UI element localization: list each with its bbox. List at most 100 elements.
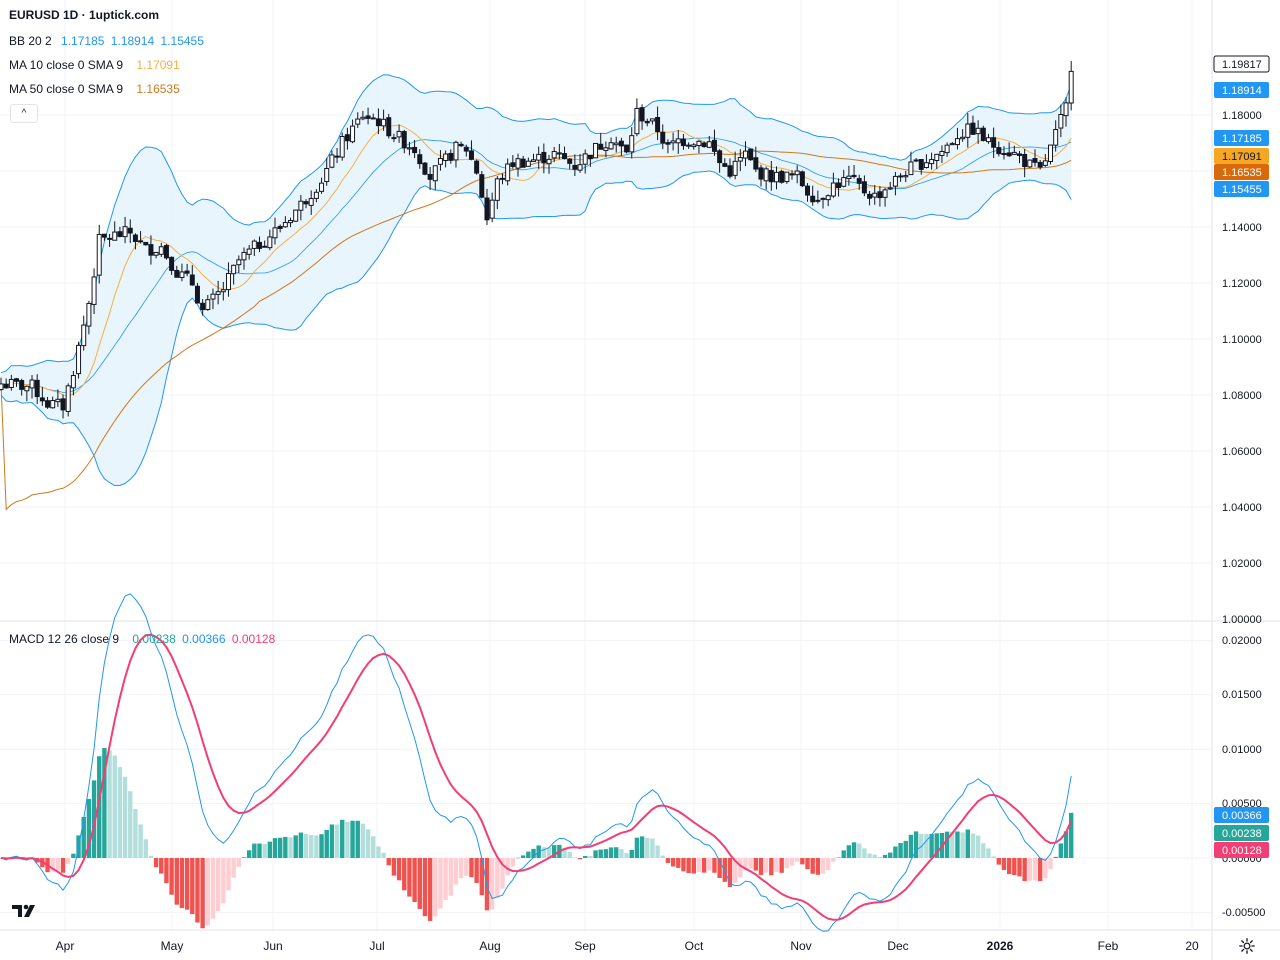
- time-axis-label: Sep: [574, 939, 596, 953]
- macd-hist-bar: [583, 856, 588, 858]
- candle-body: [101, 233, 107, 238]
- candle-body: [722, 163, 728, 167]
- macd-hist-bar: [510, 858, 516, 867]
- macd-hist-bar: [794, 858, 800, 862]
- candle-body: [143, 241, 149, 246]
- macd-hist-bar: [691, 858, 696, 874]
- candle-body: [1006, 152, 1012, 157]
- macd-hist-bar: [944, 831, 950, 858]
- candle-body: [122, 226, 128, 238]
- macd-hist-bar: [1027, 858, 1033, 881]
- price-tick-label: 1.02000: [1222, 558, 1262, 570]
- ma10-legend[interactable]: MA 10 close 0 SMA 9 1.17091: [9, 58, 180, 72]
- macd-hist-bar: [748, 858, 753, 869]
- macd-tag: [1214, 807, 1269, 823]
- ma10-legend-name: MA 10 close 0 SMA 9: [9, 58, 124, 72]
- candle-body: [339, 135, 345, 158]
- candle-body: [81, 324, 87, 347]
- macd-hist-bar: [329, 824, 335, 858]
- ma50-legend-name: MA 50 close 0 SMA 9: [9, 82, 124, 96]
- price-tick-label: 1.04000: [1222, 502, 1262, 514]
- macd-hist-bar: [779, 858, 784, 873]
- price-tick-label: 1.00000: [1222, 614, 1262, 626]
- macd-hist-bar: [753, 858, 759, 871]
- candle-body: [225, 272, 231, 291]
- candle-body: [820, 197, 826, 200]
- macd-hist-bar: [200, 858, 205, 929]
- candle-body: [468, 150, 474, 160]
- candle-body: [742, 150, 748, 159]
- candle-body: [861, 181, 867, 194]
- tradingview-logo-icon[interactable]: [10, 901, 40, 921]
- macd-hist-bar: [991, 856, 996, 858]
- macd-hist-bar: [277, 837, 283, 858]
- candle-body: [1037, 161, 1043, 168]
- candle-body: [505, 163, 511, 182]
- ma50-value: 1.16535: [136, 82, 180, 96]
- macd-hist-bar: [867, 853, 872, 858]
- macd-hist-bar: [257, 843, 262, 858]
- candle-body: [768, 169, 774, 183]
- macd-legend[interactable]: MACD 12 26 close 9 0.00238 0.00366 0.001…: [9, 632, 275, 646]
- macd-hist-bar: [608, 847, 614, 858]
- macd-hist-bar: [324, 829, 329, 858]
- macd-hist-bar: [603, 849, 609, 858]
- macd-hist-bar: [701, 858, 707, 873]
- macd-hist-bar: [221, 858, 226, 904]
- candles: [0, 60, 1074, 419]
- macd-hist-bar: [872, 854, 877, 858]
- candle-body: [624, 144, 630, 153]
- candle-body: [29, 379, 35, 389]
- macd-tag-label: 0.00366: [1222, 810, 1262, 822]
- price-tag-label: 1.17091: [1222, 151, 1262, 163]
- candle-body: [257, 241, 262, 249]
- candle-body: [215, 291, 221, 295]
- candle-body: [277, 225, 283, 229]
- candle-body: [934, 153, 940, 161]
- macd-signal-line: [0, 633, 1073, 921]
- macd-hist-bar: [184, 858, 190, 910]
- candle-body: [882, 189, 888, 198]
- candle-body: [954, 138, 960, 146]
- candle-body: [412, 146, 418, 154]
- macd-hist-bar: [562, 847, 567, 858]
- candle-body: [344, 134, 350, 142]
- macd-hist-bar: [169, 858, 174, 895]
- settings-gear-icon[interactable]: [1238, 937, 1256, 955]
- macd-hist-bar: [722, 858, 727, 882]
- candle-body: [629, 135, 635, 153]
- candle-body: [867, 193, 873, 199]
- candle-body: [711, 139, 717, 152]
- bb-basis-value: 1.17185: [61, 34, 105, 48]
- candle-body: [753, 157, 759, 170]
- collapse-legend-button[interactable]: ^: [10, 104, 38, 123]
- macd-hist-bar: [1001, 858, 1007, 870]
- ma50-legend[interactable]: MA 50 close 0 SMA 9 1.16535: [9, 82, 180, 96]
- candle-body: [132, 234, 138, 242]
- candle-body: [50, 400, 56, 409]
- candle-body: [437, 157, 443, 165]
- macd-tick-label: 0.01000: [1222, 744, 1262, 756]
- macd-hist-bar: [913, 831, 919, 858]
- macd-hist-bar: [469, 858, 474, 878]
- candle-body: [665, 142, 671, 145]
- macd-hist-bar: [345, 821, 350, 858]
- macd-hist-bar: [396, 858, 402, 881]
- bb-lower-line: [0, 170, 1072, 486]
- candle-body: [406, 147, 412, 150]
- candle-body: [1022, 153, 1028, 168]
- candle-body: [701, 142, 707, 148]
- candle-body: [355, 118, 361, 125]
- macd-hist-bar: [882, 854, 888, 858]
- macd-hist-bar: [443, 858, 448, 901]
- candle-body: [422, 162, 428, 175]
- candle-body: [929, 159, 935, 165]
- ma10-line: [0, 124, 1072, 397]
- macd-hist-bar: [438, 858, 443, 909]
- macd-hist-bar: [789, 858, 795, 866]
- macd-hist-bar: [71, 853, 76, 858]
- bb-legend[interactable]: BB 20 2 1.17185 1.18914 1.15455: [9, 34, 204, 48]
- macd-hist-bar: [877, 856, 883, 858]
